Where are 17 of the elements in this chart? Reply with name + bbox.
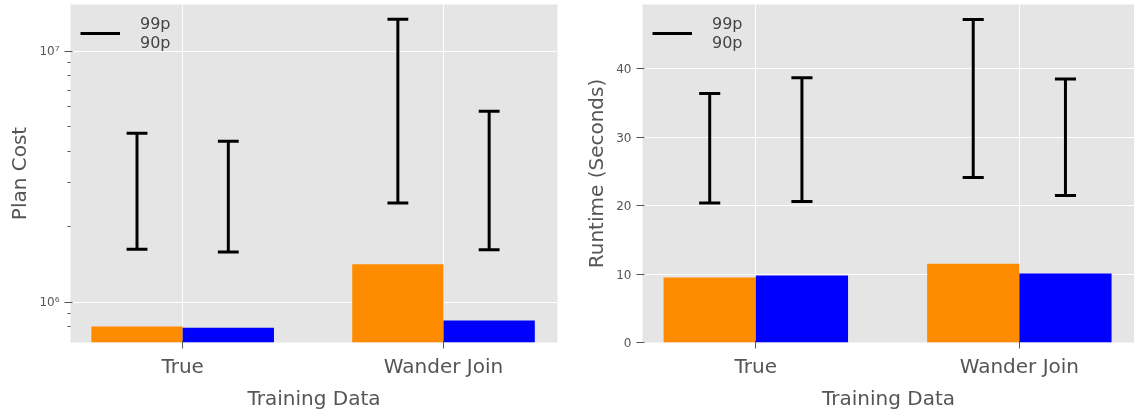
y-tick-label: 10⁶ — [39, 295, 60, 310]
y-tick-label: 30 — [616, 130, 632, 145]
y-tick-label: 10 — [616, 267, 632, 282]
legend-title: 99p 90p — [140, 14, 171, 52]
x-tick-label: Wander Join — [383, 353, 504, 378]
y-tick-label: 20 — [616, 199, 632, 214]
y-tick-label: 0 — [623, 336, 632, 350]
legend-title: 99p 90p — [712, 14, 743, 52]
x-tick-label: True — [160, 353, 204, 378]
x-axis-title: Training Data — [820, 385, 956, 410]
y-tick-label: 40 — [616, 62, 632, 77]
x-tick-label: True — [733, 353, 778, 378]
y-axis-title: Plan Cost — [7, 126, 32, 221]
y-tick-label: 10⁷ — [39, 44, 60, 59]
y-axis-title: Runtime (Seconds) — [584, 78, 609, 269]
x-tick-label: Wander Join — [959, 353, 1080, 378]
x-axis-title: Training Data — [246, 385, 381, 410]
